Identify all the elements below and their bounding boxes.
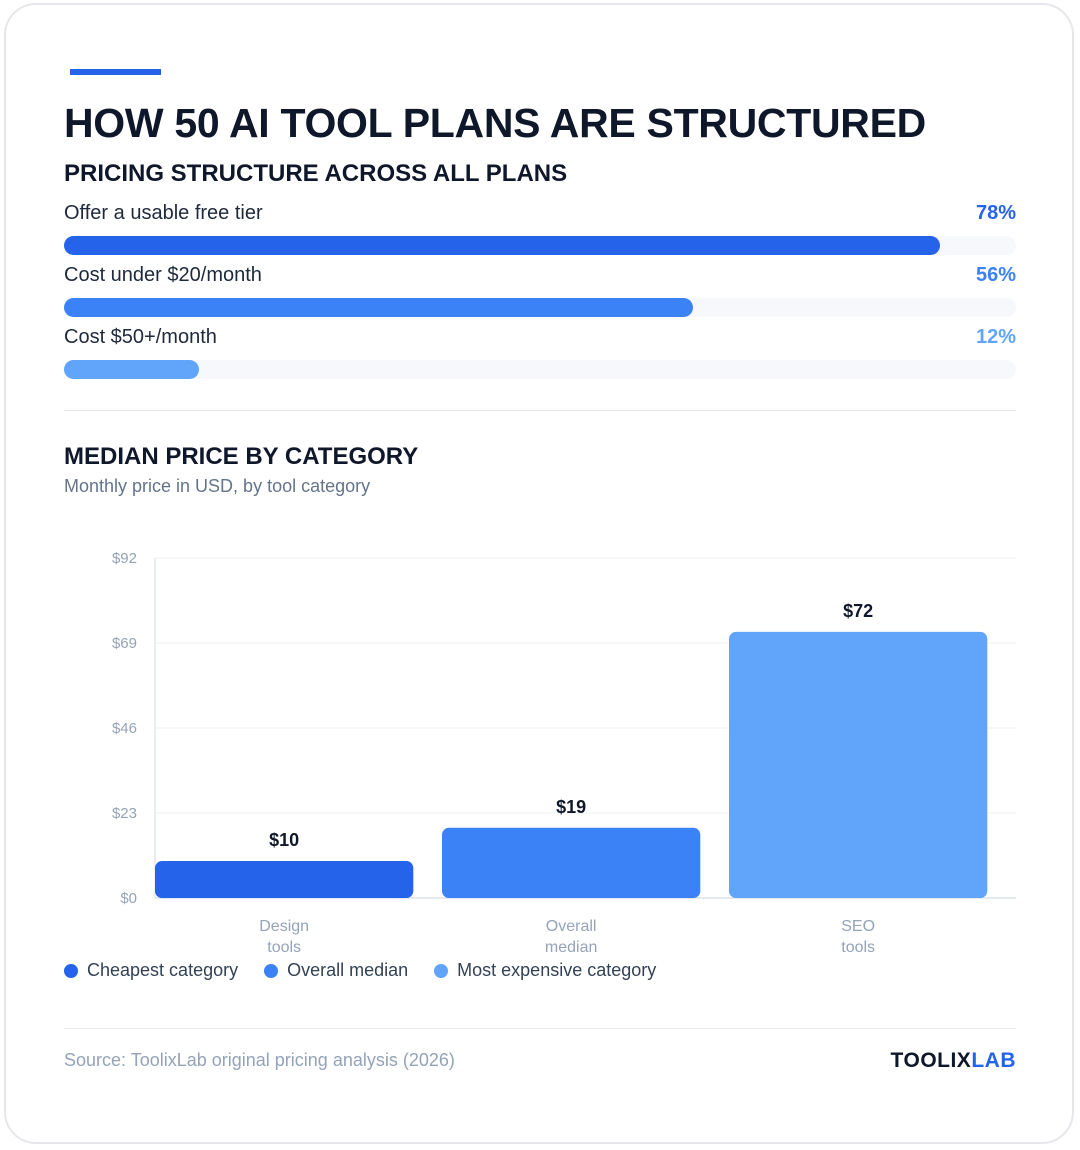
legend-label: Most expensive category [457,960,657,980]
infographic-card [4,3,1074,1144]
legend-item-cheapest: Cheapest category [64,960,238,981]
legend-label: Cheapest category [87,960,239,980]
progress-fill [64,236,941,255]
pricing-section-title: PRICING STRUCTURE ACROSS ALL PLANS [64,160,568,187]
legend-swatch [264,963,279,978]
y-tick-label: $92 [112,550,137,567]
footer-divider [64,1028,1016,1029]
stat-row-under-20: Cost under $20/month 56% [64,264,1016,324]
bar-value-label: $72 [843,601,873,621]
legend-label: Overall median [287,960,409,980]
stat-value: 78% [975,202,1016,224]
chart-legend: Cheapest category Overall median Most ex… [64,960,656,981]
brand-logo-part1: TOOLIX [890,1049,972,1072]
progress-fill [64,298,694,317]
y-tick-label: $69 [112,635,137,652]
x-tick-label: tools [841,939,875,956]
progress-track [64,298,1016,317]
legend-item-most-expensive: Most expensive category [434,960,656,981]
bar [729,631,988,898]
x-tick-label: Design [259,918,309,935]
x-tick-label: SEO [841,918,875,935]
brand-logo-part2: LAB [971,1049,1016,1072]
legend-item-overall: Overall median [264,960,408,981]
accent-bar [70,69,161,75]
stat-label: Cost $50+/month [64,326,217,348]
x-tick-label: median [545,939,597,956]
stat-value: 12% [975,326,1016,348]
stat-value: 56% [975,264,1016,286]
y-tick-label: $23 [112,805,137,822]
progress-track [64,236,1016,255]
median-section-subtitle: Monthly price in USD, by tool category [64,476,371,496]
brand-logo: TOOLIXLAB [891,1049,1016,1073]
x-tick-label: tools [267,939,301,956]
median-price-bar-chart: $0 $23 $46 $69 $92 $10 Design tools $19 Overall me… [112,550,1016,956]
progress-fill [64,360,199,379]
bar [155,861,414,898]
section-divider [64,410,1016,411]
stat-label: Cost under $20/month [64,264,262,286]
bar-value-label: $19 [556,797,586,817]
y-tick-label: $0 [120,890,137,907]
x-tick-label: Overall [546,918,597,935]
progress-track [64,360,1016,379]
y-tick-label: $46 [112,720,137,737]
bar-value-label: $10 [269,830,299,850]
stat-row-free-tier: Offer a usable free tier 78% [64,202,1016,262]
stat-label: Offer a usable free tier [64,202,263,224]
legend-swatch [434,963,449,978]
legend-swatch [64,963,78,978]
page-title: HOW 50 AI TOOL PLANS ARE STRUCTURED [64,100,926,146]
bar [442,827,701,898]
stat-row-50-plus: Cost $50+/month 12% [64,326,1016,386]
source-note: Source: ToolixLab original pricing analy… [64,1050,455,1070]
median-section-title: MEDIAN PRICE BY CATEGORY [64,443,419,470]
